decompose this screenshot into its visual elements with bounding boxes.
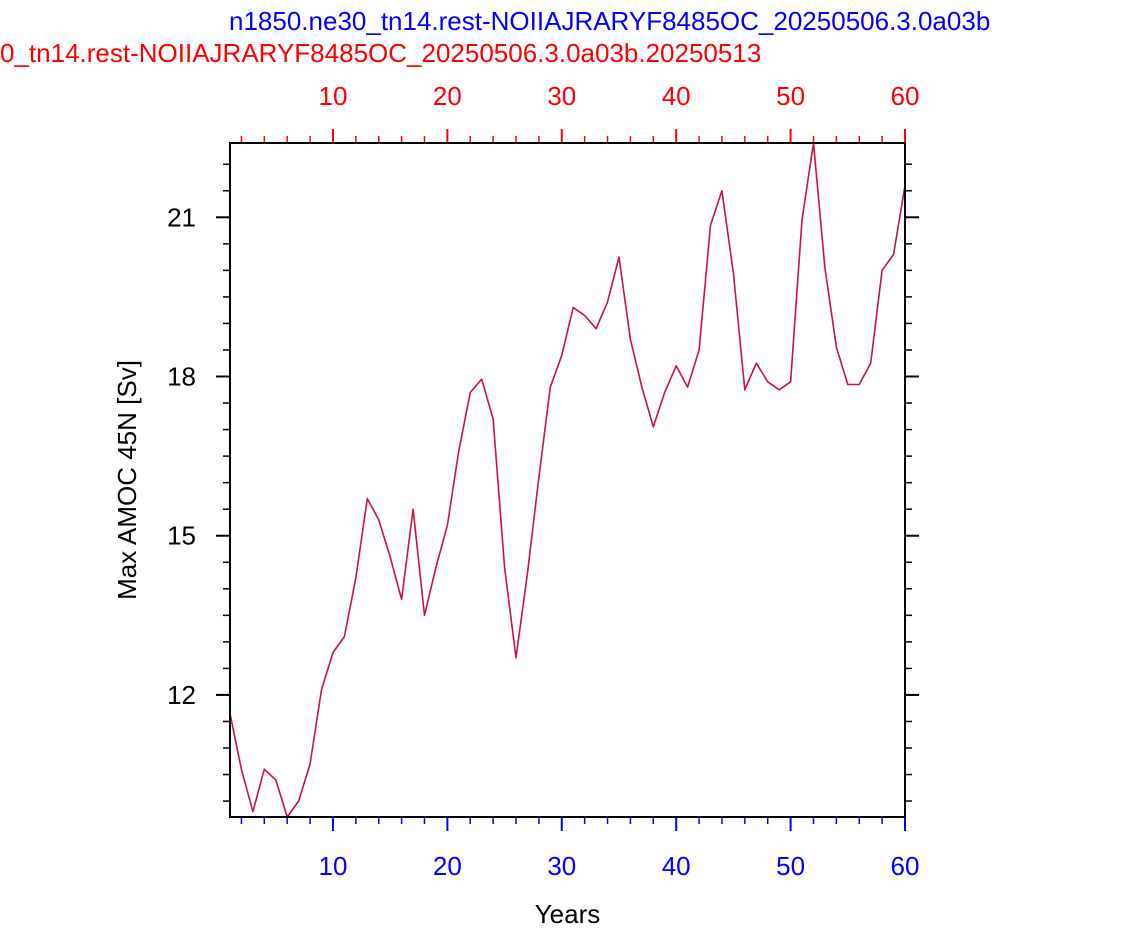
x-tick-label-bottom: 40 (662, 851, 691, 881)
y-tick-label: 21 (167, 202, 196, 232)
x-tick-label-bottom: 30 (547, 851, 576, 881)
y-axis-label: Max AMOC 45N [Sv] (112, 360, 142, 600)
y-tick-label: 12 (167, 680, 196, 710)
title-red-run: 0_tn14.rest-NOIIAJRARYF8485OC_20250506.3… (0, 38, 762, 68)
tick-labels: 10 10 20 20 30 30 40 40 50 50 60 60 12 15 18 21 (167, 81, 919, 881)
y-tick-label: 15 (167, 521, 196, 551)
x-tick-label-bottom: 20 (433, 851, 462, 881)
y-tick-label: 18 (167, 362, 196, 392)
title-blue-run: n1850.ne30_tn14.rest-NOIIAJRARYF8485OC_2… (229, 6, 991, 36)
x-axis-label: Years (535, 899, 601, 929)
series-group (229, 142, 906, 818)
x-tick-label-bottom: 10 (319, 851, 348, 881)
x-tick-label-top: 40 (662, 81, 691, 111)
amoc-series-line (229, 142, 906, 818)
x-tick-label-top: 60 (891, 81, 920, 111)
x-tick-label-top: 50 (776, 81, 805, 111)
plot-frame (229, 142, 906, 818)
x-tick-label-top: 30 (547, 81, 576, 111)
x-tick-label-top: 20 (433, 81, 462, 111)
x-tick-label-bottom: 60 (891, 851, 920, 881)
x-tick-label-top: 10 (319, 81, 348, 111)
x-tick-label-bottom: 50 (776, 851, 805, 881)
axis-ticks (216, 129, 919, 831)
